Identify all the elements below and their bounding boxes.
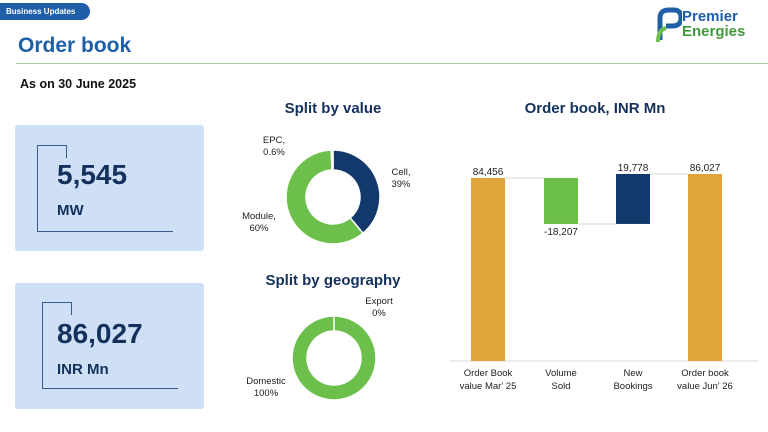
category-label: New (623, 368, 642, 379)
donut-slice (330, 149, 334, 171)
data-label: 84,456 (473, 167, 504, 178)
title-divider (16, 63, 768, 64)
waterfall-bar (688, 173, 722, 361)
data-label: -18,207 (544, 227, 578, 238)
kpi-card-inr: 86,027 INR Mn (15, 283, 204, 409)
category-label: Sold (551, 381, 570, 392)
waterfall-chart: 84,456 Order Book value Mar' 25 -18,207 Volu… (450, 163, 758, 392)
company-logo: Premier Energies (654, 6, 762, 44)
donut-value-chart (285, 149, 381, 245)
bracket-tick (37, 145, 67, 158)
kpi-unit: MW (57, 202, 84, 219)
waterfall-bar (616, 173, 650, 224)
category-label: value Mar' 25 (460, 381, 517, 392)
kpi-card-mw: 5,545 MW (15, 125, 204, 251)
donut-geo-chart (291, 315, 377, 401)
label-export: Export 0% (365, 296, 393, 319)
donut-geo-title: Split by geography (265, 272, 401, 289)
data-label: 86,027 (690, 163, 721, 174)
logo-mark-icon (656, 7, 684, 43)
kpi-value: 5,545 (57, 159, 128, 190)
category-label: Volume (545, 368, 577, 379)
logo-text-2: Energies (682, 23, 746, 40)
label-epc: EPC, 0.6% (262, 135, 286, 158)
donut-value-title: Split by value (284, 100, 382, 117)
label-cell: Cell, 39% (391, 167, 411, 190)
waterfall-bar (471, 177, 505, 361)
donut-slice (332, 149, 381, 235)
bracket-decoration (42, 302, 178, 389)
donut-slice (291, 315, 377, 401)
kpi-value: 86,027 (57, 318, 143, 349)
bracket-tick (42, 302, 72, 315)
as-of-date: As on 30 June 2025 (20, 77, 137, 91)
data-label: 19,778 (618, 163, 649, 174)
kpi-unit: INR Mn (57, 361, 109, 378)
category-label: Order Book (464, 368, 513, 379)
category-label: value Jun' 26 (677, 381, 733, 392)
bracket-decoration (37, 145, 173, 232)
category-label: Bookings (613, 381, 652, 392)
section-tag: Business Updates (0, 3, 90, 20)
waterfall-bar (544, 177, 578, 224)
label-module: Module, 60% (242, 211, 276, 234)
label-domestic: Domestic 100% (246, 376, 286, 399)
logo-text-1: Premier (682, 8, 738, 25)
category-label: Order book (681, 368, 729, 379)
waterfall-title: Order book, INR Mn (524, 100, 666, 117)
page-title: Order book (18, 34, 132, 57)
donut-slice (285, 149, 365, 245)
